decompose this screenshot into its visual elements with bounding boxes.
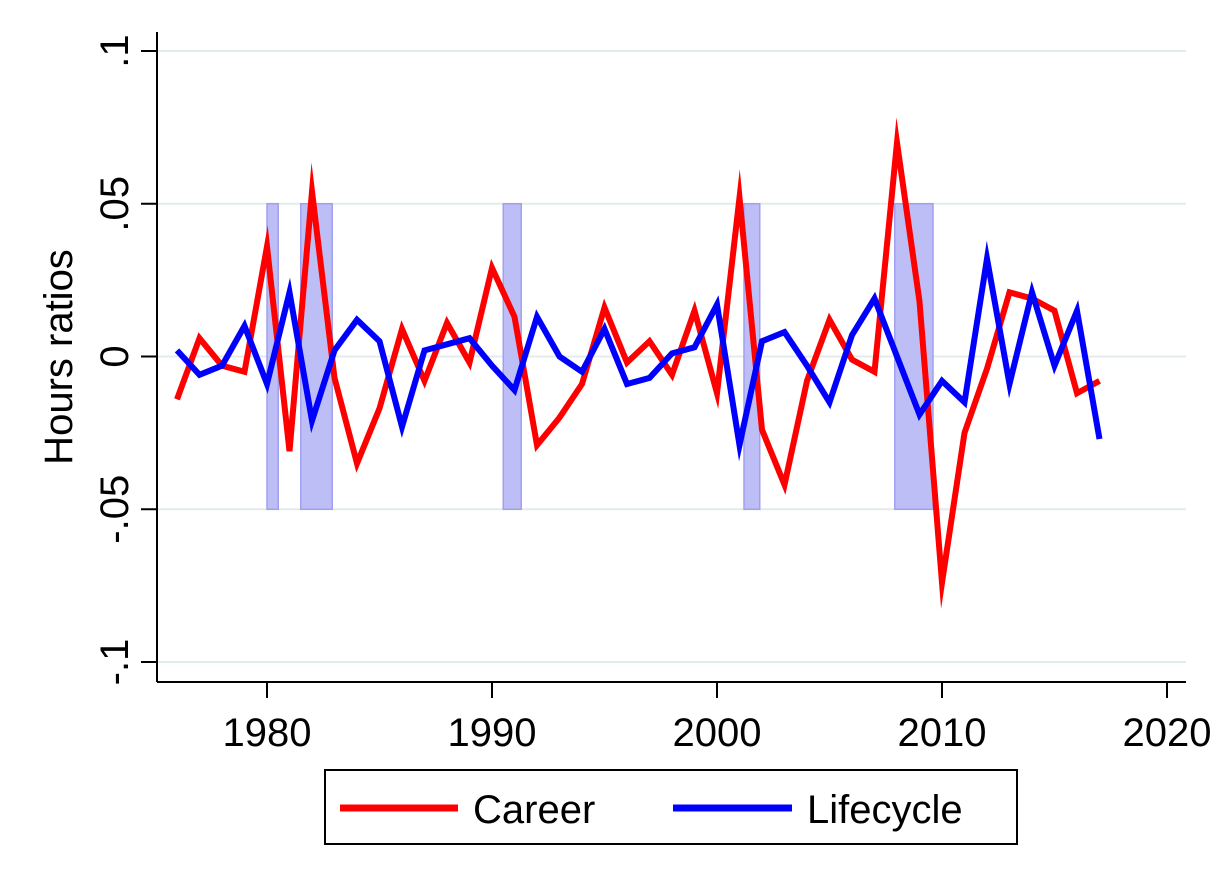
series-lines bbox=[174, 117, 1103, 609]
ticks: 1980 1990 2000 2010 2020 -.1 -.05 0 .05 .1 bbox=[93, 34, 1211, 755]
legend-label-career: Career bbox=[473, 788, 595, 832]
x-tick-label-0: 1980 bbox=[223, 711, 312, 755]
y-tick-label-0: -.1 bbox=[93, 639, 137, 686]
y-tick-label-3: .05 bbox=[93, 176, 137, 232]
y-tick-label-2: 0 bbox=[93, 345, 137, 367]
y-axis-title: Hours ratios bbox=[37, 249, 81, 465]
series-line-career bbox=[174, 117, 1101, 609]
legend: Career Lifecycle bbox=[324, 769, 1018, 845]
legend-label-lifecycle: Lifecycle bbox=[807, 788, 963, 832]
x-tick-label-2: 2000 bbox=[673, 711, 762, 755]
x-tick-label-4: 2020 bbox=[1123, 711, 1212, 755]
x-tick-label-1: 1990 bbox=[448, 711, 537, 755]
y-tick-label-4: .1 bbox=[93, 34, 137, 67]
y-tick-label-1: -.05 bbox=[93, 475, 137, 544]
x-tick-label-3: 2010 bbox=[898, 711, 987, 755]
series-line-lifecycle bbox=[174, 240, 1103, 462]
